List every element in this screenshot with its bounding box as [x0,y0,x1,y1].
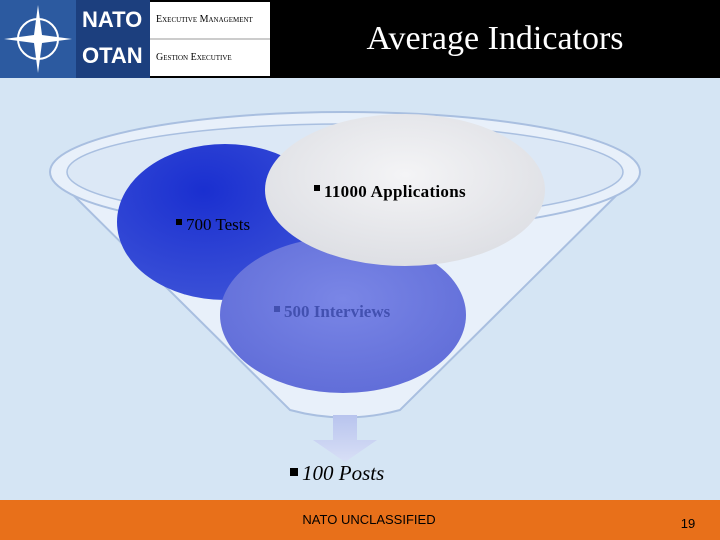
funnel-arrow [313,415,377,462]
emblem-star [4,5,72,73]
bullet [274,306,280,312]
bullet [176,219,182,225]
circle-interviews [220,237,466,393]
bullet [290,468,298,476]
unit-en: Executive Management [156,14,254,25]
unit-fr: Gestion Executive [156,52,232,63]
item-label: 500 Interviews [284,302,391,321]
title: Average Indicators [366,20,623,57]
bullet [314,185,320,191]
item-label: 700 Tests [186,215,250,234]
circle-applications [265,114,545,266]
classification: NATO UNCLASSIFIED [302,512,435,527]
item-label: 100 Posts [302,461,384,485]
logo-bottom: OTAN [82,43,143,68]
page-number: 19 [681,516,695,531]
footer-bar [0,500,720,540]
item-label: 11000 Applications [324,182,466,201]
logo-top: NATO [82,7,142,32]
